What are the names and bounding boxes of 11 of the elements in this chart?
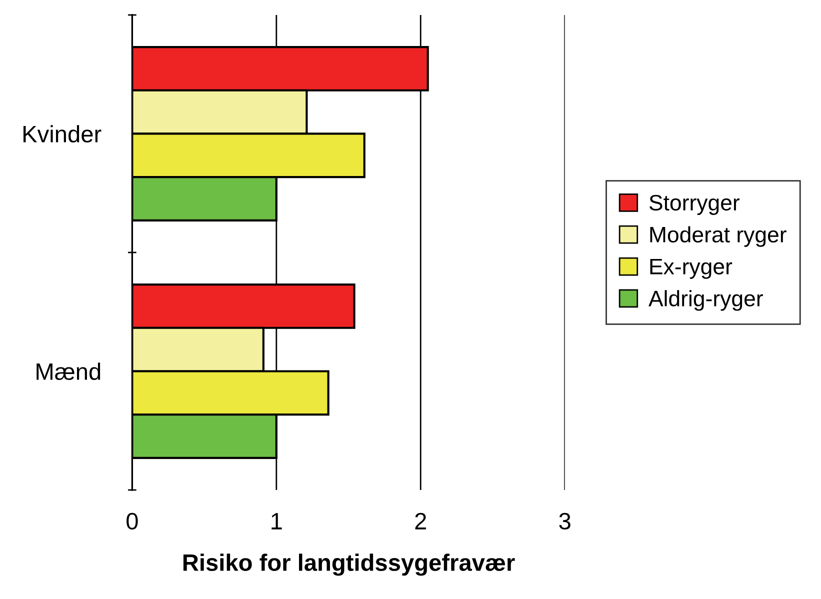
legend-label: Storryger: [649, 194, 740, 215]
x-tick-label: 2: [415, 512, 426, 530]
y-tick-label: Kvinder: [24, 125, 102, 143]
x-tick-label: 1: [272, 513, 282, 530]
x-tick-label: 0: [126, 512, 138, 530]
legend-label: Aldrig-ryger: [648, 290, 763, 311]
y-tick-label: Mænd: [36, 362, 100, 380]
legend-label: Moderat ryger: [650, 226, 786, 247]
legend-label: Ex-ryger: [650, 258, 732, 279]
x-tick-label: 3: [559, 512, 570, 530]
x-axis-title: Risiko for langtidssygefravær: [183, 554, 515, 576]
